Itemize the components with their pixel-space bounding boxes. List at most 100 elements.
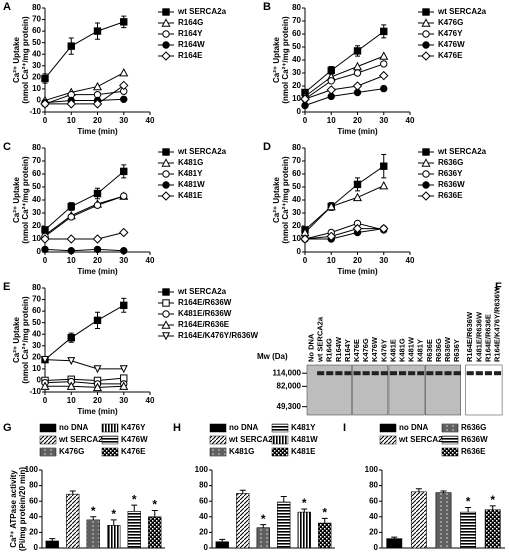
legend-swatch	[379, 423, 397, 433]
blot-band	[362, 371, 370, 376]
y-tick-label: 70	[32, 15, 41, 24]
y-tick-label: 30	[32, 61, 41, 70]
panel-label: D	[263, 141, 271, 153]
data-point	[67, 213, 75, 221]
y-axis-label: Ca²⁺ Uptake	[272, 36, 281, 83]
data-point	[93, 245, 102, 254]
y-tick-label: 80	[292, 3, 301, 12]
blot-band	[435, 371, 443, 376]
blot-band	[484, 371, 492, 376]
y-tick-label: 60	[32, 169, 41, 178]
lane-label: No DNA	[307, 333, 316, 362]
legend-marker	[162, 170, 170, 178]
y-tick-label: 40	[32, 49, 41, 58]
legend-label: R636G	[461, 423, 486, 432]
error-bar	[415, 488, 422, 492]
y-tick-label: 80	[32, 3, 41, 12]
bar	[297, 511, 311, 549]
blot-band	[466, 371, 474, 376]
x-tick-label: 30	[379, 256, 388, 265]
y-tick-label: 20	[292, 221, 301, 230]
x-tick-label: 20	[353, 256, 362, 265]
y-tick-label: 80	[32, 283, 41, 292]
error-bar	[301, 508, 308, 513]
y-tick-label: 80	[29, 481, 38, 490]
bar	[236, 493, 250, 549]
y-tick-label: 40	[292, 195, 301, 204]
bar	[86, 519, 100, 549]
y-tick-label: 20	[32, 72, 41, 81]
series-line	[304, 228, 384, 240]
y-tick-label: 50	[292, 182, 301, 191]
y-axis-label: Ca²⁺ ATPase activity	[9, 470, 18, 548]
legend-marker	[162, 148, 170, 156]
series-line	[44, 195, 124, 236]
y-tick-label: 0	[374, 543, 379, 552]
legend-label: K481Y	[178, 169, 203, 178]
legend-label: R164E/K476Y/R636W	[178, 331, 258, 340]
error-bar	[239, 489, 246, 494]
y-tick-label: 60	[199, 496, 208, 505]
legend-label: R636W	[461, 435, 488, 444]
data-point	[93, 365, 102, 374]
y-tick-label: 49,300	[277, 402, 302, 411]
legend-swatch	[101, 435, 119, 445]
x-tick-label: 0	[303, 256, 308, 265]
data-point	[380, 60, 388, 68]
y-tick-label: 80	[369, 481, 378, 490]
y-tick-label: 50	[32, 38, 41, 47]
y-tick-label: 10	[32, 84, 41, 93]
data-point	[327, 77, 335, 85]
panel-label: I	[343, 422, 346, 434]
series-line	[44, 195, 124, 237]
legend-label: K476Y	[438, 29, 463, 38]
error-bar	[69, 490, 76, 495]
y-tick-label: 114,000	[273, 368, 302, 377]
data-point	[119, 67, 129, 77]
legend-label: no DNA	[59, 423, 89, 432]
data-point	[67, 357, 76, 366]
series-line	[44, 359, 124, 370]
data-point	[379, 51, 389, 60]
data-point	[40, 355, 50, 364]
y-tick-label: 100	[25, 465, 39, 474]
y-tick-label: 50	[32, 182, 41, 191]
legend-label: K481Y	[291, 423, 316, 432]
series-line	[44, 381, 124, 385]
y-axis-label: (nmol Ca²⁺/mg protein)	[281, 16, 290, 104]
legend-label: K481W	[291, 435, 318, 444]
x-axis-label: Time (min)	[337, 267, 378, 276]
y-tick-label: 30	[32, 341, 41, 350]
legend-label: wt SERCA2a	[437, 147, 487, 156]
legend-label: K476G	[438, 18, 463, 27]
lane-label: R164G	[325, 338, 334, 362]
x-tick-label: 30	[119, 116, 128, 125]
y-tick-label: 60	[369, 496, 378, 505]
y-tick-label: 10	[32, 364, 41, 373]
series-line	[44, 171, 125, 231]
legend-label: R636Y	[438, 169, 463, 178]
legend-marker	[161, 18, 171, 27]
data-point	[119, 80, 129, 91]
legend-marker	[162, 181, 170, 189]
series-line	[45, 385, 124, 388]
lane-label: R164E/R636W	[465, 311, 474, 362]
legend-label: K481E	[178, 191, 203, 200]
data-point	[352, 223, 363, 234]
data-point	[92, 382, 103, 392]
series-line	[304, 55, 384, 97]
data-point	[352, 81, 363, 91]
data-point	[119, 381, 129, 390]
y-tick-label: -10	[29, 387, 41, 396]
data-point	[93, 27, 102, 35]
lane-label: R636W	[443, 336, 452, 362]
blot-band	[494, 371, 502, 376]
legend-swatch	[271, 447, 289, 457]
panel-label: G	[3, 422, 12, 434]
y-tick-label: 20	[32, 221, 41, 230]
legend-marker	[161, 51, 171, 61]
panel-label: F	[495, 281, 502, 293]
series-line	[304, 75, 384, 100]
x-tick-label: 10	[67, 256, 76, 265]
lane-label: K481W	[407, 336, 416, 362]
